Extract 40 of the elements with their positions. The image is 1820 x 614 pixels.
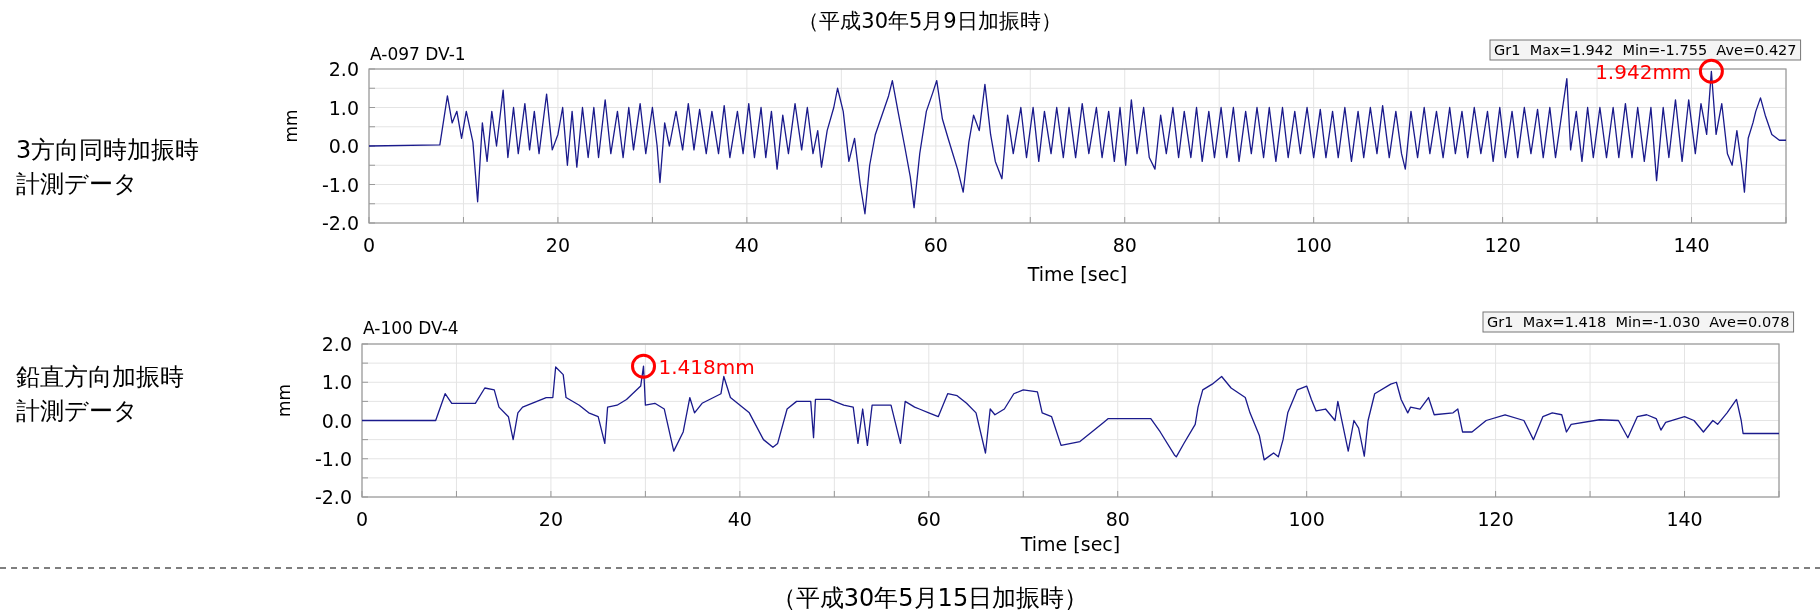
annotation: 1.942mm <box>1595 60 1692 85</box>
x-tick-label: 60 <box>923 234 948 256</box>
chart-subtitle: A-097 DV-1 <box>370 44 466 64</box>
text: （平成30年5月15日加振時） <box>771 584 1089 612</box>
text: Gr1 Max=1.942 Min=-1.755 Ave=0.427 <box>1494 42 1797 58</box>
chart-title: （平成30年5月9日加振時） <box>798 9 1062 33</box>
x-tick-label: 100 <box>1295 234 1332 256</box>
y-tick-label: 1.0 <box>321 371 352 394</box>
x-tick-label: 40 <box>727 508 752 530</box>
x-tick-label: 140 <box>1673 234 1710 256</box>
x-tick-label: 20 <box>545 234 571 256</box>
x-tick-label: 0 <box>362 234 376 256</box>
y-tick-label: -2.0 <box>314 486 352 508</box>
x-tick-label: 60 <box>916 508 941 530</box>
x-tick-label: 140 <box>1666 508 1703 530</box>
x-tick-label: 100 <box>1288 508 1325 530</box>
x-tick-label: 120 <box>1477 508 1514 530</box>
y-tick-label: 2.0 <box>328 58 359 80</box>
text: Gr1 Max=1.418 Min=-1.030 Ave=0.078 <box>1487 314 1790 330</box>
y-tick-label: -1.0 <box>314 447 352 470</box>
chart-subtitle: A-100 DV-4 <box>363 318 459 338</box>
y-tick-label: 0.0 <box>328 135 359 157</box>
y-axis-title: mm <box>281 109 301 143</box>
x-tick-label: 120 <box>1484 234 1521 256</box>
y-tick-label: 2.0 <box>321 333 352 355</box>
annotation: 1.418mm <box>658 355 755 380</box>
x-tick-label: 20 <box>538 508 564 530</box>
x-tick-label: 40 <box>734 234 759 256</box>
x-tick-label: 0 <box>355 508 369 530</box>
y-axis-title: mm <box>274 383 294 418</box>
x-tick-label: 80 <box>1112 234 1137 256</box>
y-tick-label: -2.0 <box>321 212 359 234</box>
y-tick-label: 0.0 <box>321 409 352 432</box>
x-axis-title: Time [sec] <box>1019 533 1121 555</box>
x-axis-title: Time [sec] <box>1026 263 1128 285</box>
y-tick-label: 1.0 <box>328 96 359 119</box>
x-tick-label: 80 <box>1105 508 1130 530</box>
text: 鉛直方向加振時計測データ <box>16 363 184 425</box>
y-tick-label: -1.0 <box>321 173 359 196</box>
text: 3方向同時加振時計測データ <box>16 136 200 198</box>
